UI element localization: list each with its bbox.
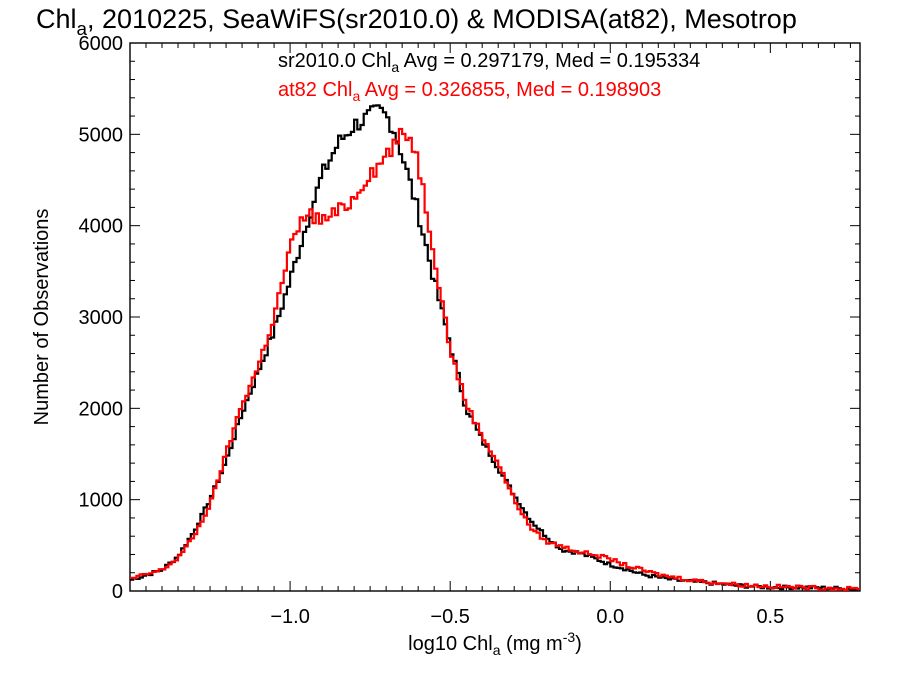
axis-ticks: −1.0 −0.5 0.0 0.5 0 1000 2000 3000 4000 5000 6000 (79, 33, 860, 628)
plot-frame (129, 42, 861, 592)
series-line-sr2010.0 (130, 104, 860, 592)
x-tick-label: −0.5 (430, 606, 469, 628)
y-tick-label: 6000 (79, 33, 124, 55)
y-axis-label: Number of Observations (31, 209, 53, 426)
y-tick-label: 0 (112, 581, 123, 603)
x-axis-label: log10 Chla (mg m-3) (408, 629, 582, 658)
x-tick-label: 0.0 (596, 606, 624, 628)
series-line-at82 (130, 127, 860, 591)
legend-series-1: sr2010.0 Chla Avg = 0.297179, Med = 0.19… (278, 50, 700, 75)
y-tick-label: 2000 (79, 398, 124, 420)
legend-series-2: at82 Chla Avg = 0.326855, Med = 0.198903 (278, 79, 661, 104)
x-tick-label: −1.0 (270, 606, 309, 628)
y-tick-label: 1000 (79, 490, 124, 512)
y-tick-label: 3000 (79, 307, 124, 329)
y-tick-label: 5000 (79, 124, 124, 146)
x-tick-label: 0.5 (756, 606, 784, 628)
data-series (130, 104, 860, 592)
y-tick-label: 4000 (79, 216, 124, 238)
chart-title: Chla, 2010225, SeaWiFS(sr2010.0) & MODIS… (36, 4, 797, 40)
